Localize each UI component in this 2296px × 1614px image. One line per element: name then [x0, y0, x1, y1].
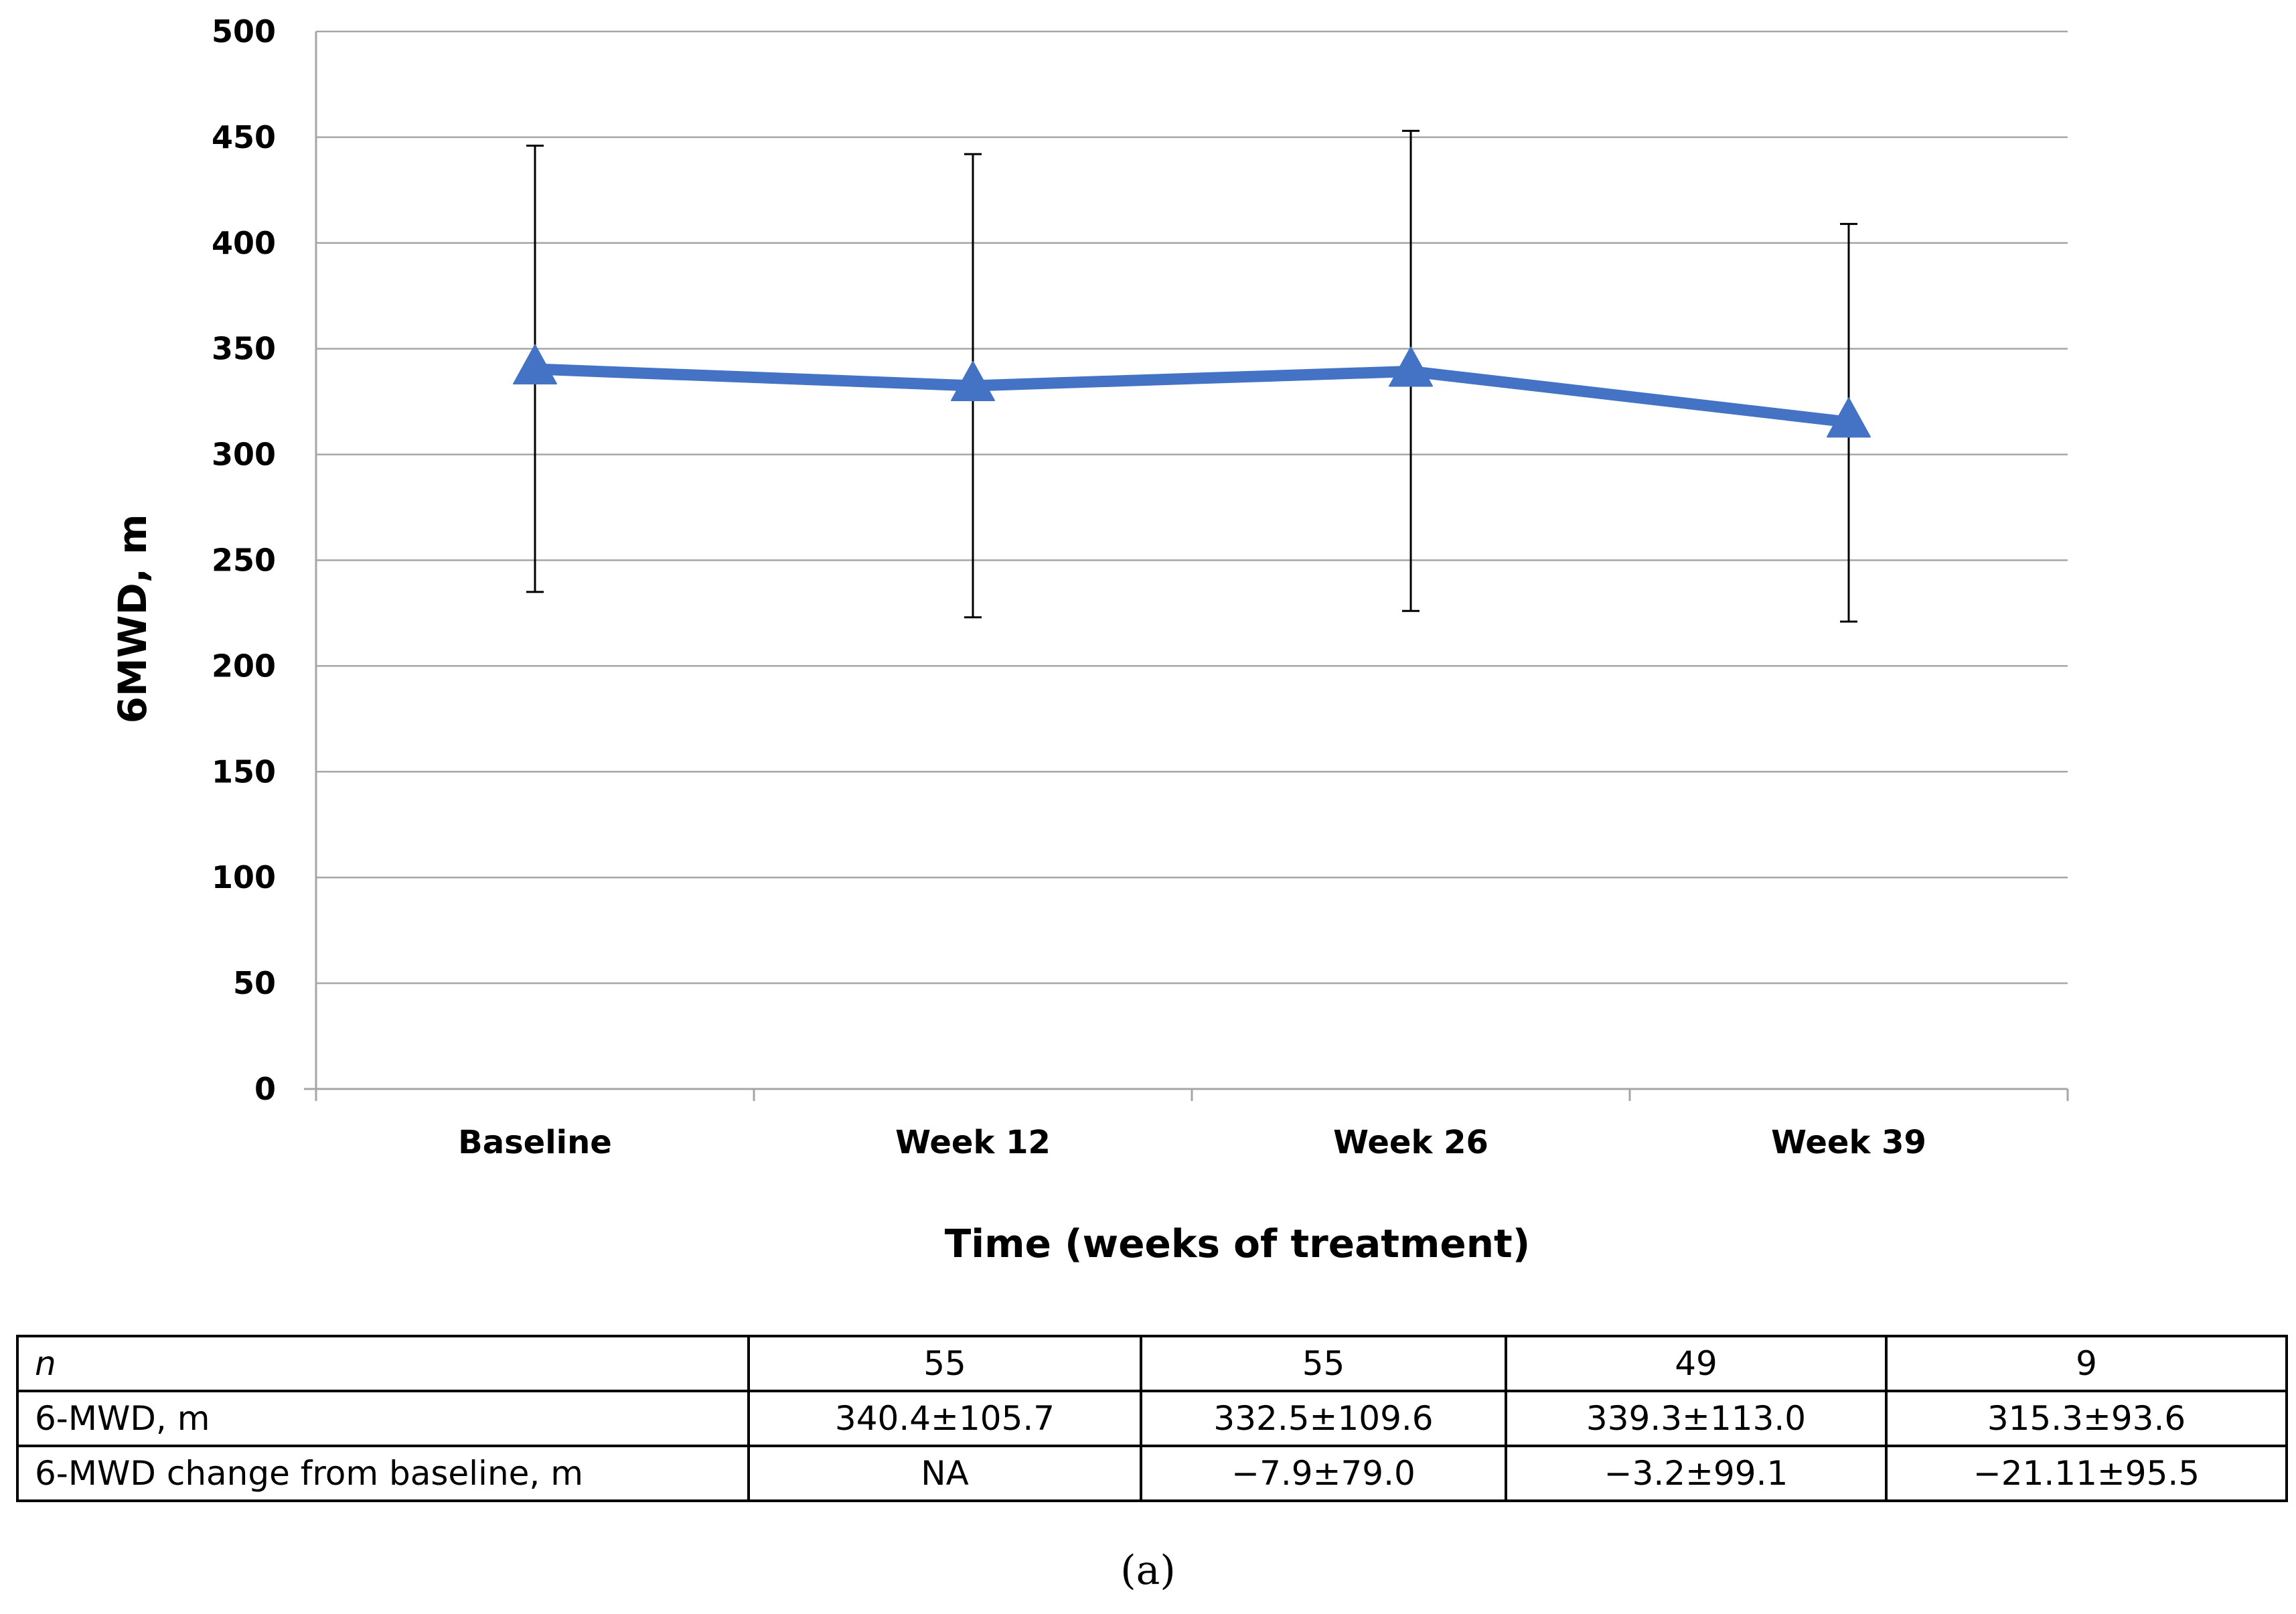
y-tick-label: 300: [212, 437, 276, 473]
y-tick-label: 500: [212, 13, 276, 50]
x-tick-label: Week 12: [895, 1124, 1051, 1161]
panel-label: (a): [1120, 1547, 1176, 1594]
y-tick-label: 100: [212, 859, 276, 895]
y-tick-label: 0: [254, 1071, 276, 1107]
table-cell: 315.3±93.6: [1885, 1390, 2288, 1447]
y-tick-label: 250: [212, 542, 276, 579]
data-point-marker: [513, 344, 557, 385]
table-row: 6-MWD change from baseline, m NA −7.9±79.0…: [16, 1445, 2288, 1502]
data-table: n 55 55 49 9 6-MWD, m 340.4±105.7 332.5±109.6 33…: [16, 1335, 2288, 1502]
table-cell: NA: [747, 1445, 1142, 1502]
table-cell: 339.3±113.0: [1505, 1390, 1888, 1447]
y-tick-label: 200: [212, 648, 276, 684]
x-tick-labels: Baseline Week 12 Week 26 Week 39: [458, 1124, 1926, 1161]
x-tick-label: Baseline: [458, 1124, 612, 1161]
row-label: 6-MWD, m: [16, 1390, 750, 1447]
y-tick-label: 350: [212, 331, 276, 367]
row-label: n: [16, 1335, 750, 1392]
axes: [304, 31, 2069, 1101]
y-tick-label: 400: [212, 225, 276, 261]
table-cell: −21.11±95.5: [1885, 1445, 2288, 1502]
x-axis-title: Time (weeks of treatment): [945, 1221, 1531, 1266]
table-cell: 9: [1885, 1335, 2288, 1392]
data-point-marker: [1389, 346, 1433, 387]
table-cell: −7.9±79.0: [1140, 1445, 1507, 1502]
table-cell: −3.2±99.1: [1505, 1445, 1888, 1502]
table-cell: 340.4±105.7: [747, 1390, 1142, 1447]
gridlines: [316, 30, 2068, 984]
data-point-marker: [951, 361, 995, 402]
series-line: [534, 363, 1849, 428]
y-tick-labels: 0 50 100 150 200 250 300 350 400 450 500: [212, 13, 276, 1107]
row-label: 6-MWD change from baseline, m: [16, 1445, 750, 1502]
data-point-marker: [1827, 397, 1871, 438]
table-cell: 55: [1140, 1335, 1507, 1392]
table-row: 6-MWD, m 340.4±105.7 332.5±109.6 339.3±113.…: [16, 1390, 2288, 1447]
x-tick-label: Week 26: [1333, 1124, 1488, 1161]
y-tick-label: 50: [233, 965, 276, 1001]
y-tick-label: 150: [212, 753, 276, 790]
table-cell: 332.5±109.6: [1140, 1390, 1507, 1447]
y-axis-title: 6MWD, m: [110, 514, 155, 724]
table-cell: 49: [1505, 1335, 1888, 1392]
data-series: [513, 344, 1871, 438]
table-cell: 55: [747, 1335, 1142, 1392]
y-tick-label: 450: [212, 119, 276, 155]
x-tick-label: Week 39: [1771, 1124, 1926, 1161]
table-row: n 55 55 49 9: [16, 1335, 2288, 1392]
chart: 0 50 100 150 200 250 300 350 400 450 500 Baseline W…: [110, 13, 2069, 1266]
